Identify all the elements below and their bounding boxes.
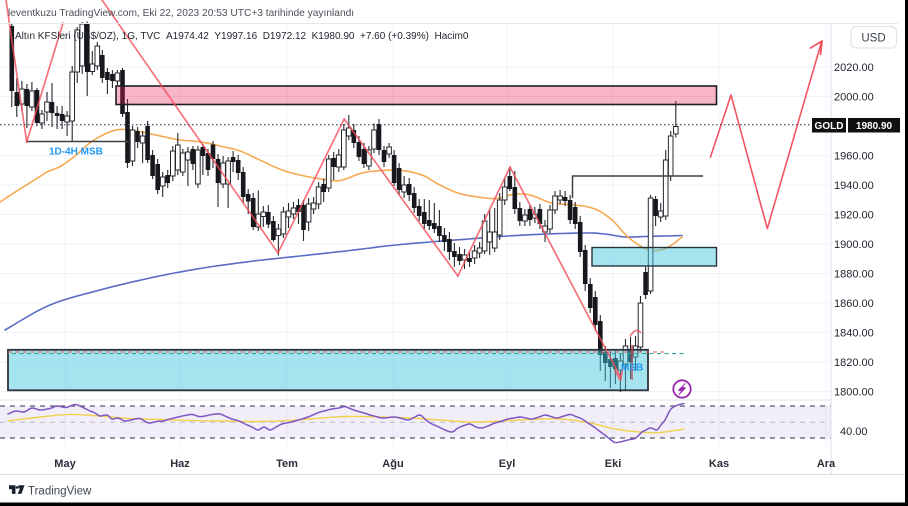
svg-text:Tem: Tem xyxy=(276,458,298,470)
svg-text:1920.00: 1920.00 xyxy=(834,210,874,222)
svg-text:1860.00: 1860.00 xyxy=(834,298,874,310)
svg-text:USD: USD xyxy=(861,33,885,45)
svg-text:1960.00: 1960.00 xyxy=(834,151,874,163)
svg-text:1900.00: 1900.00 xyxy=(834,239,874,251)
svg-text:Ara: Ara xyxy=(817,458,836,470)
svg-text:leventkuzu TradingView.com, Ek: leventkuzu TradingView.com, Eki 22, 2023… xyxy=(8,8,354,19)
svg-text:Haz: Haz xyxy=(170,458,190,470)
svg-text:40.00: 40.00 xyxy=(840,426,868,438)
svg-text:Eki: Eki xyxy=(605,458,622,470)
svg-text:1880.00: 1880.00 xyxy=(834,269,874,281)
svg-text:MSB: MSB xyxy=(621,363,643,374)
svg-text:TradingView: TradingView xyxy=(28,486,92,498)
svg-text:1840.00: 1840.00 xyxy=(834,328,874,340)
svg-text:1800.00: 1800.00 xyxy=(834,387,874,399)
svg-text:1940.00: 1940.00 xyxy=(834,180,874,192)
svg-text:1980.90: 1980.90 xyxy=(856,121,893,132)
svg-text:Eyl: Eyl xyxy=(499,458,516,470)
svg-text:1D-4H MSB: 1D-4H MSB xyxy=(49,147,103,158)
svg-text:Ağu: Ağu xyxy=(382,458,403,470)
svg-text:1820.00: 1820.00 xyxy=(834,357,874,369)
svg-text:Kas: Kas xyxy=(709,458,729,470)
svg-text:2020.00: 2020.00 xyxy=(834,62,874,74)
svg-text:Altın KFSleri (US$/OZ), 1G, TV: Altın KFSleri (US$/OZ), 1G, TVC A1974.42… xyxy=(15,31,469,42)
svg-text:May: May xyxy=(54,458,76,470)
svg-text:GOLD: GOLD xyxy=(815,121,844,132)
svg-text:2000.00: 2000.00 xyxy=(834,92,874,104)
